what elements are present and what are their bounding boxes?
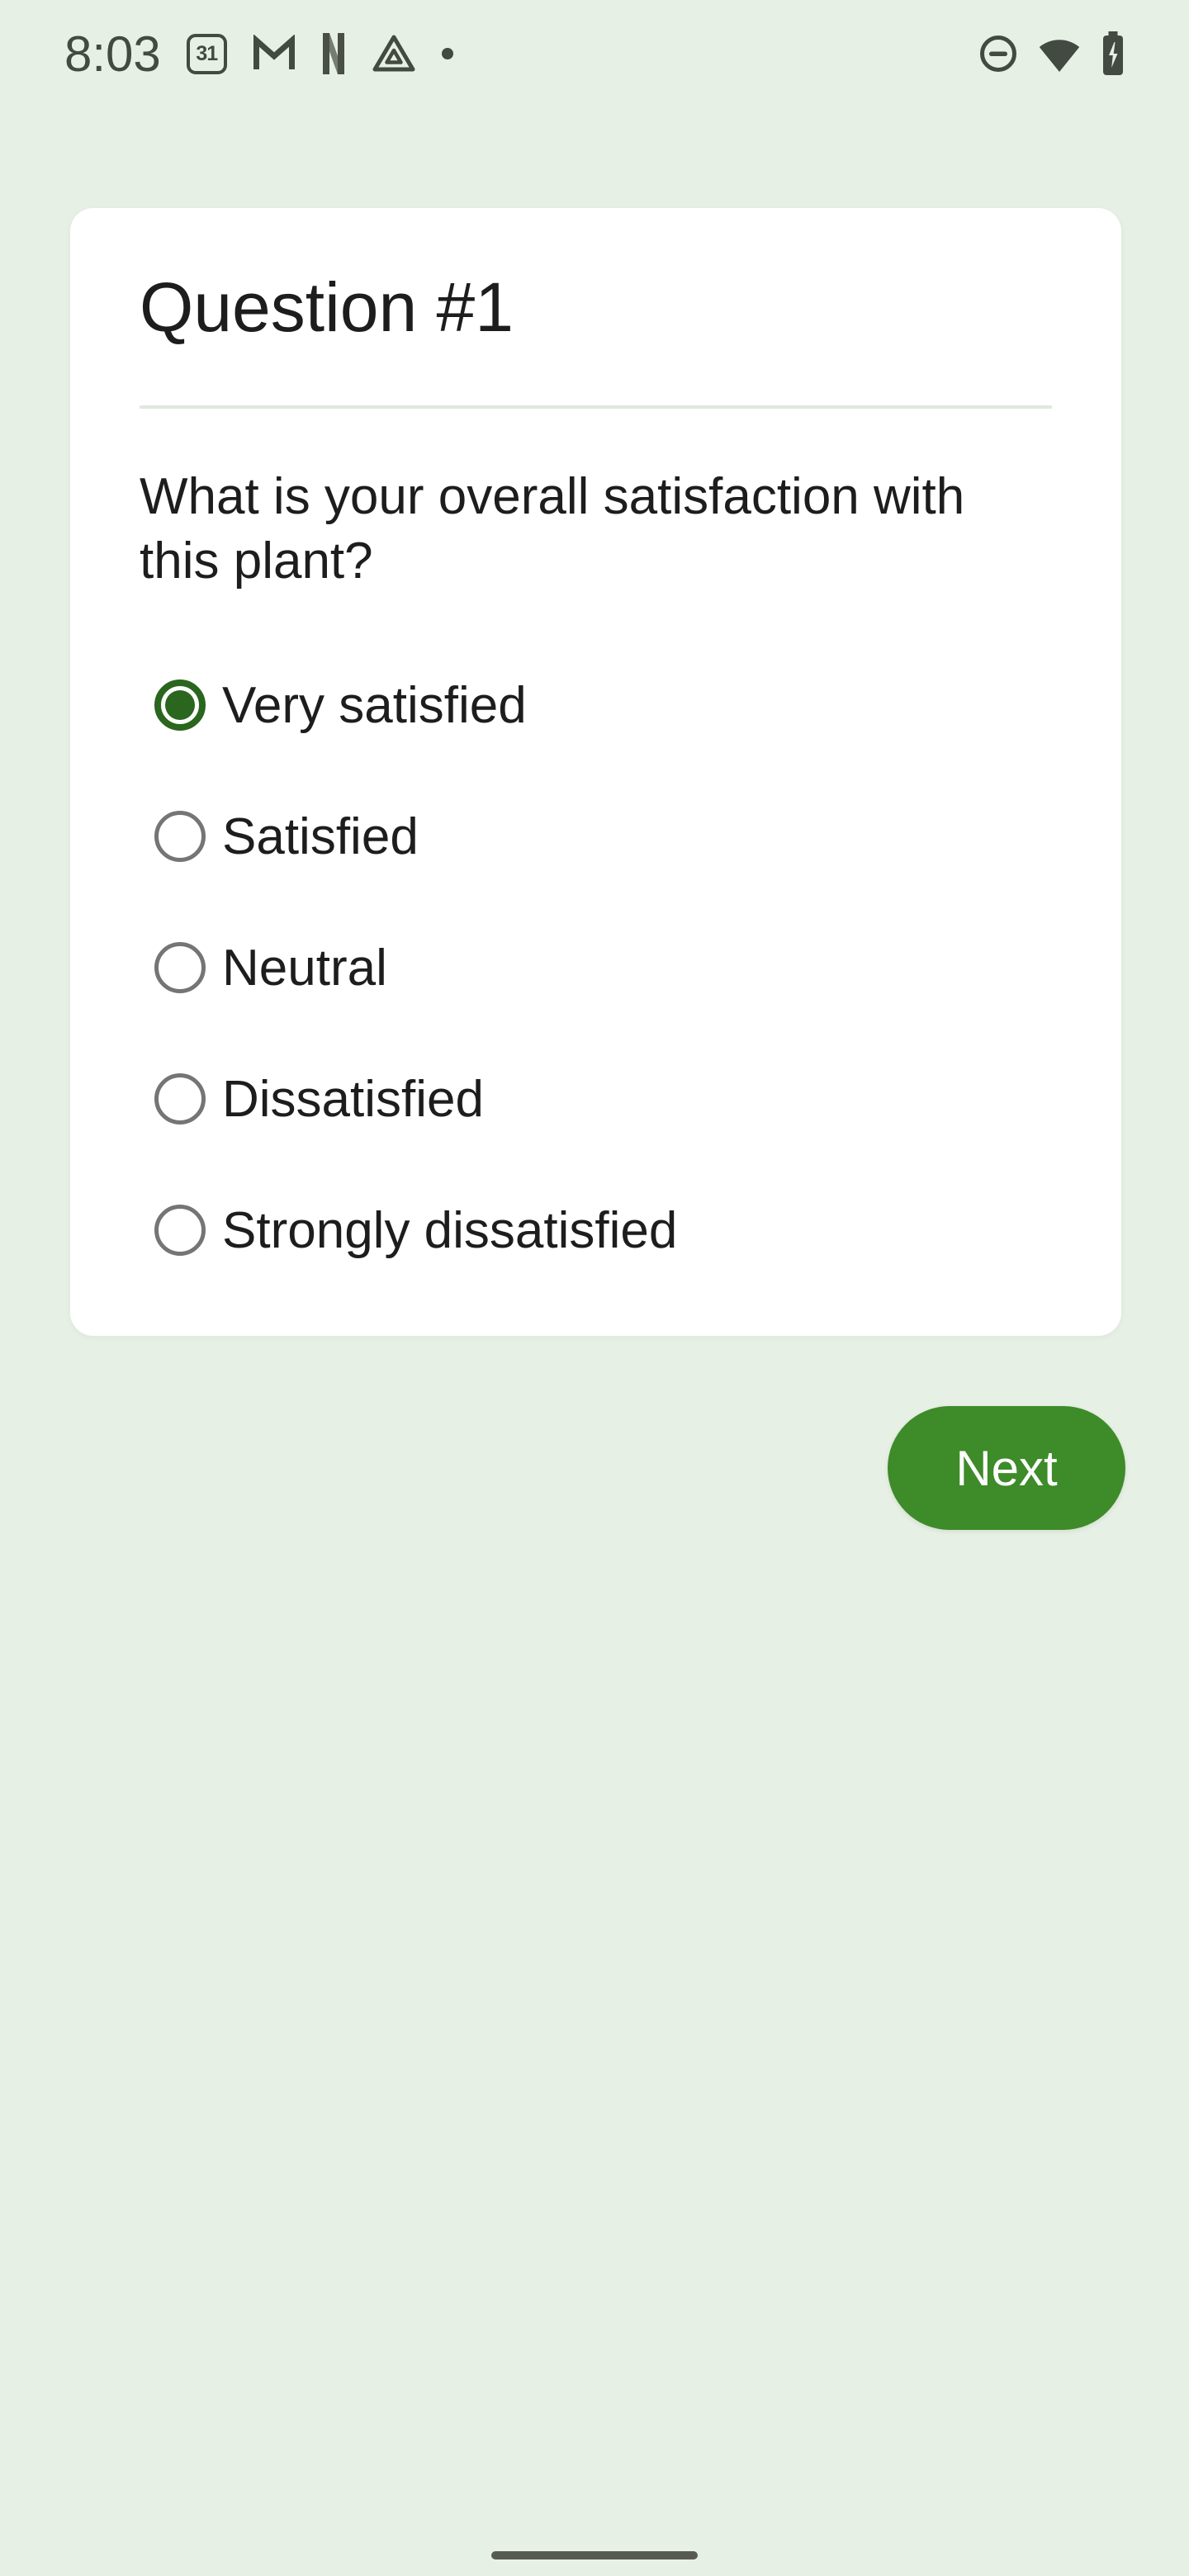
radio-button[interactable]: [154, 811, 206, 863]
status-bar-left: 8:03 31: [64, 26, 453, 83]
radio-button[interactable]: [154, 1073, 206, 1125]
question-card-title: Question #1: [140, 268, 514, 346]
radio-button[interactable]: [154, 942, 206, 994]
radio-option-label: Very satisfied: [222, 676, 527, 734]
wifi-icon: [1037, 35, 1082, 73]
radio-button[interactable]: [154, 1205, 206, 1257]
radio-option-neutral[interactable]: Neutral: [154, 939, 1052, 997]
netflix-icon: [321, 33, 346, 74]
gmail-icon: [253, 35, 296, 73]
battery-charging-icon: [1101, 31, 1125, 76]
status-bar: 8:03 31: [0, 0, 1189, 107]
radio-option-strongly-dissatisfied[interactable]: Strongly dissatisfied: [154, 1201, 1052, 1260]
radio-dot: [165, 690, 195, 721]
clock: 8:03: [64, 26, 161, 82]
question-card: Question #1 What is your overall satisfa…: [70, 208, 1121, 1336]
question-text: What is your overall satisfaction with t…: [140, 467, 965, 590]
radio-option-label: Dissatisfied: [222, 1070, 484, 1128]
next-button-label: Next: [955, 1440, 1058, 1496]
radio-option-dissatisfied[interactable]: Dissatisfied: [154, 1070, 1052, 1129]
radio-button[interactable]: [154, 680, 206, 732]
radio-option-label: Neutral: [222, 939, 387, 997]
radio-option-very-satisfied[interactable]: Very satisfied: [154, 676, 1052, 735]
radio-option-satisfied[interactable]: Satisfied: [154, 807, 1052, 866]
gesture-navigation-handle[interactable]: [491, 2551, 698, 2559]
divider: [140, 405, 1052, 409]
options-list: Very satisfied Satisfied Neutral Dissati…: [154, 676, 1052, 1260]
radio-option-label: Satisfied: [222, 807, 419, 865]
status-bar-right: [979, 31, 1125, 76]
drive-icon: [372, 34, 416, 73]
calendar-day-label: 31: [196, 41, 218, 65]
notification-overflow-dot: [441, 48, 453, 59]
next-button[interactable]: Next: [888, 1406, 1125, 1530]
do-not-disturb-icon: [979, 35, 1017, 73]
calendar-icon: 31: [186, 33, 227, 74]
radio-option-label: Strongly dissatisfied: [222, 1201, 678, 1259]
